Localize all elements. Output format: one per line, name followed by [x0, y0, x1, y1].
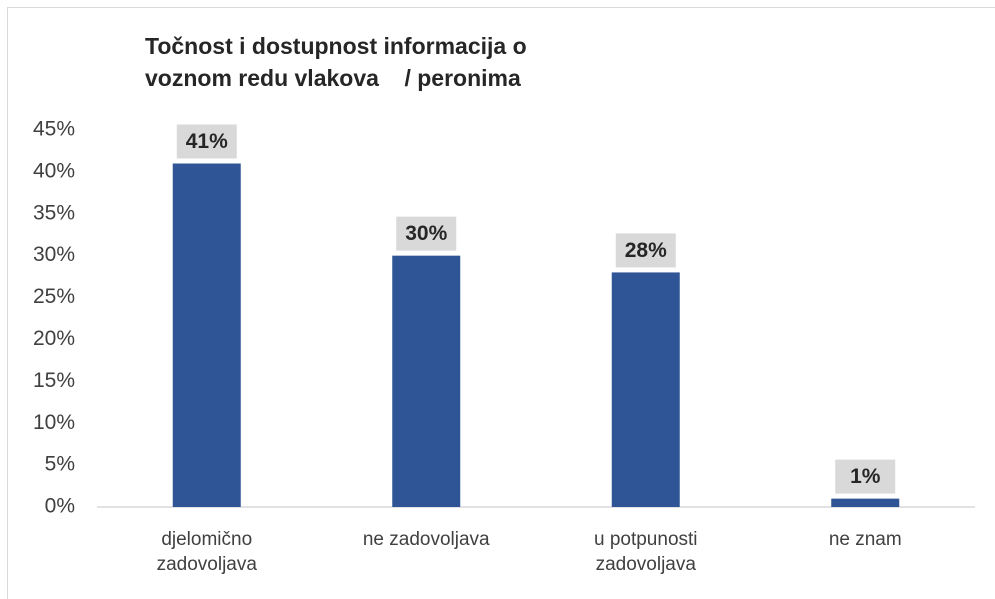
bar [172, 163, 241, 507]
chart-title: voznom redu vlakova / peronima [145, 65, 521, 91]
data-label: 41% [186, 130, 228, 153]
x-tick-label: djelomično zadovoljava [156, 529, 257, 575]
y-tick-label: 20% [33, 327, 75, 350]
chart-border [7, 7, 995, 599]
y-tick-label: 40% [33, 159, 75, 182]
y-tick-label: 10% [33, 411, 75, 434]
y-tick-label: 15% [33, 369, 75, 392]
data-label: 28% [625, 239, 667, 262]
bar [392, 255, 461, 507]
y-tick-label: 45% [33, 118, 75, 141]
y-tick-label: 30% [33, 243, 75, 266]
bar [611, 272, 680, 507]
data-label: 1% [850, 465, 881, 488]
bar [831, 498, 900, 507]
data-label: 30% [405, 222, 447, 245]
y-tick-label: 25% [33, 285, 75, 308]
x-tick-label: ne znam [828, 529, 902, 550]
data-label-box [615, 233, 676, 268]
data-label-box [835, 459, 896, 494]
x-tick-label: ne zadovoljava [362, 529, 490, 550]
y-tick-label: 35% [33, 201, 75, 224]
y-tick-label: 0% [45, 495, 75, 518]
chart-title: Točnost i dostupnost informacija o [145, 33, 527, 59]
y-tick-label: 5% [45, 453, 75, 476]
x-tick-label: u potpunosti zadovoljava [593, 529, 698, 575]
data-label-box [176, 124, 237, 159]
data-label-box [396, 216, 457, 251]
